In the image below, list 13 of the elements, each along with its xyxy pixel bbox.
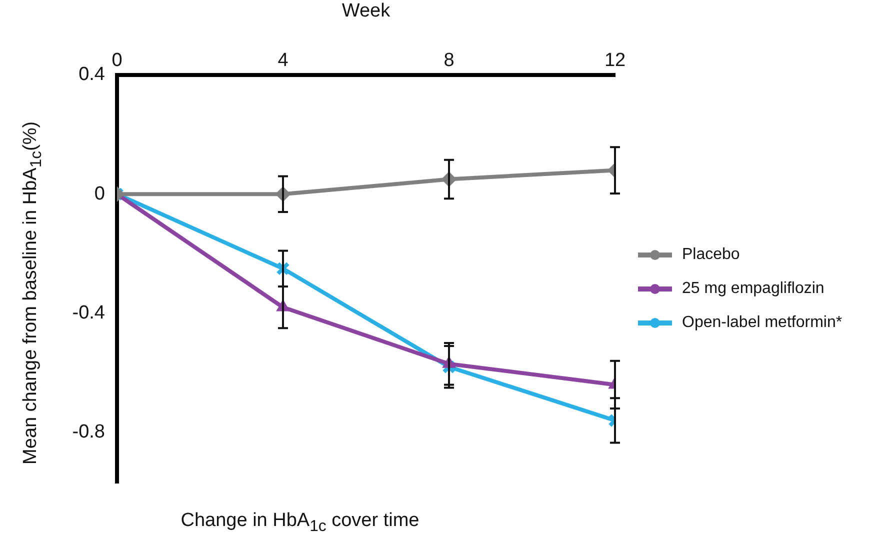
y-tick-label: 0 [94,183,105,204]
x-axis-title: Week [342,0,391,22]
x-tick-label: 0 [112,50,122,71]
x-tick-label: 12 [604,50,626,71]
x-tick-label: 4 [278,50,289,71]
legend-label: 25 mg empagliflozin [682,280,824,298]
legend-label: Open-label metformin* [682,314,842,332]
text: Change in HbA$_{1c}$ cover time [180,510,420,536]
y-tick-label: -0.4 [72,302,106,324]
y-tick-label: -0.8 [72,422,105,443]
x-tick-label: 8 [444,50,454,71]
y-tick-label: 0.4 [78,64,106,86]
legend-label: Placebo [682,246,740,264]
